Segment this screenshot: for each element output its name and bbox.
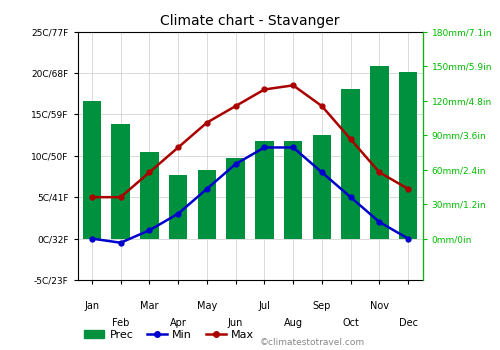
Text: Mar: Mar — [140, 301, 158, 311]
Bar — [169, 175, 188, 239]
Bar — [226, 158, 245, 239]
Bar — [370, 66, 388, 239]
Text: Oct: Oct — [342, 317, 359, 328]
Bar — [112, 124, 130, 239]
Legend: Prec, Min, Max: Prec, Min, Max — [80, 325, 258, 344]
Bar — [399, 72, 417, 239]
Bar — [82, 100, 101, 239]
Text: Nov: Nov — [370, 301, 389, 311]
Text: Aug: Aug — [284, 317, 302, 328]
Bar — [140, 152, 158, 239]
Text: Dec: Dec — [398, 317, 417, 328]
Text: Feb: Feb — [112, 317, 130, 328]
Bar — [198, 169, 216, 239]
Text: ©climatestotravel.com: ©climatestotravel.com — [260, 338, 365, 347]
Bar — [312, 135, 331, 239]
Text: Jan: Jan — [84, 301, 100, 311]
Bar — [255, 141, 274, 239]
Text: Jul: Jul — [258, 301, 270, 311]
Bar — [284, 141, 302, 239]
Title: Climate chart - Stavanger: Climate chart - Stavanger — [160, 14, 340, 28]
Text: Sep: Sep — [312, 301, 331, 311]
Bar — [342, 89, 360, 239]
Text: Jun: Jun — [228, 317, 244, 328]
Text: Apr: Apr — [170, 317, 186, 328]
Text: May: May — [197, 301, 217, 311]
